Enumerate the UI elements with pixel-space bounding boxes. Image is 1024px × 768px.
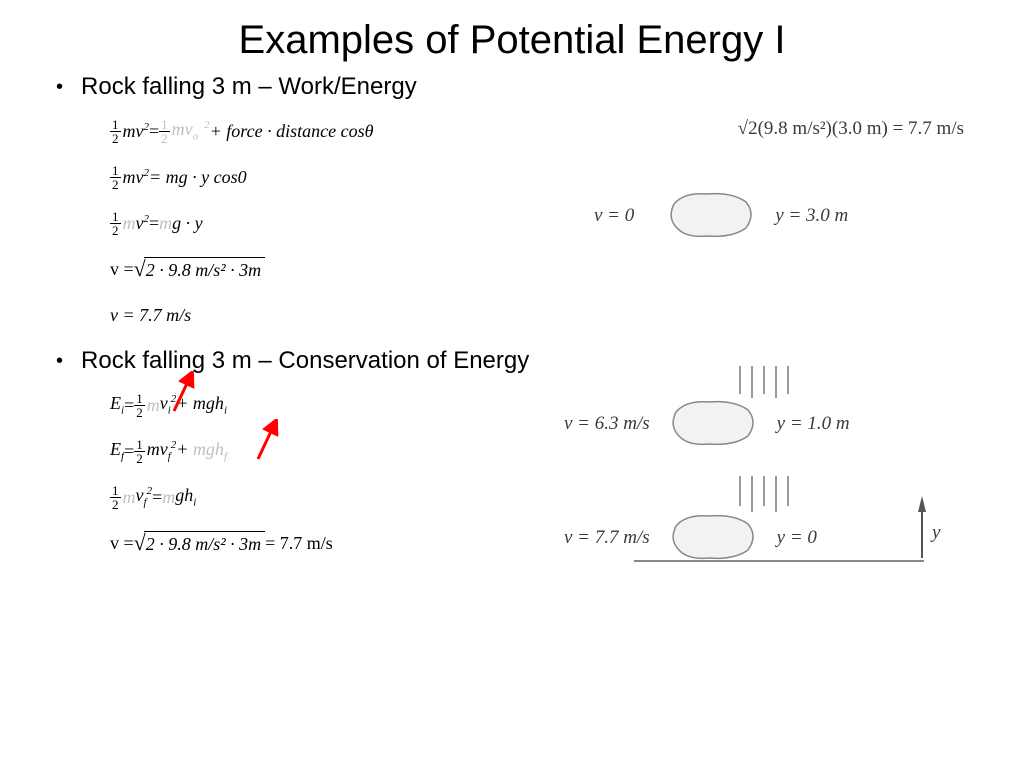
diag-v63-label: v = 6.3 m/s — [564, 413, 650, 435]
diag-y1-label: y = 1.0 m — [777, 413, 850, 435]
bullet-dot-icon: • — [56, 347, 63, 375]
diag-v0-label: v = 0 — [594, 205, 634, 227]
motion-lines-icon — [739, 476, 789, 512]
diag-v77-label: v = 7.7 m/s — [564, 527, 650, 549]
slide-title: Examples of Potential Energy I — [0, 0, 1024, 73]
rock-icon — [664, 396, 759, 451]
rock-icon — [662, 188, 757, 243]
motion-lines-icon — [739, 366, 789, 398]
bullet-2-text: Rock falling 3 m – Conservation of Energ… — [81, 347, 529, 375]
diagram-calc-line: √2(9.8 m/s²)(3.0 m) = 7.7 m/s — [738, 118, 964, 140]
bullet-dot-icon: • — [56, 73, 63, 101]
rock-icon — [664, 510, 759, 565]
y-axis-label: y — [930, 522, 941, 543]
ground-line — [634, 560, 924, 562]
y-axis-arrow-icon: y — [912, 496, 952, 566]
rock-diagram: √2(9.8 m/s²)(3.0 m) = 7.7 m/s v = 0 y = … — [564, 118, 1004, 598]
diag-y0-label: y = 0 — [777, 527, 817, 549]
diag-y3-label: y = 3.0 m — [775, 205, 848, 227]
bullet-1-text: Rock falling 3 m – Work/Energy — [81, 73, 417, 101]
bullet-1: • Rock falling 3 m – Work/Energy — [56, 73, 994, 101]
